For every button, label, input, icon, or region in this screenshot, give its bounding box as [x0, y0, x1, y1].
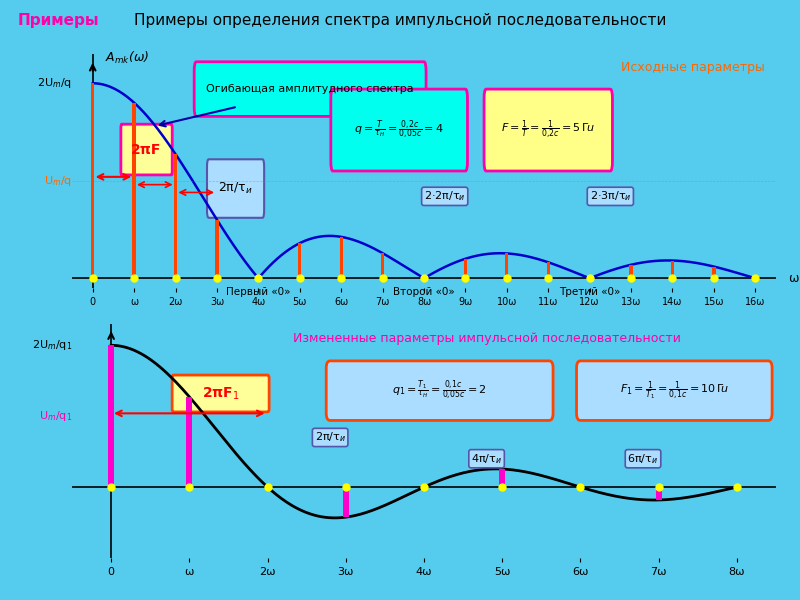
FancyBboxPatch shape	[326, 361, 553, 421]
FancyBboxPatch shape	[331, 89, 467, 171]
Text: $q = \frac{T}{\tau_H} = \frac{0{,}2c}{0{,}05c} = 4$: $q = \frac{T}{\tau_H} = \frac{0{,}2c}{0{…	[354, 118, 444, 142]
Text: Третий «0»: Третий «0»	[559, 287, 620, 297]
Bar	[630, 265, 633, 278]
Text: Первый «0»: Первый «0»	[226, 287, 290, 297]
Text: Второй «0»: Второй «0»	[393, 287, 455, 297]
Text: Измененные параметры импульсной последовательности: Измененные параметры импульсной последов…	[293, 332, 681, 344]
FancyBboxPatch shape	[194, 62, 426, 116]
Text: 2U$_m$/q: 2U$_m$/q	[37, 76, 72, 90]
Bar	[298, 243, 302, 278]
Bar	[91, 83, 94, 278]
Text: Огибающая амплитудного спектра: Огибающая амплитудного спектра	[206, 84, 414, 94]
Bar	[174, 154, 177, 278]
Text: $F_1 = \frac{1}{T_1} = \frac{1}{0{,}1c} = 10\,\Gamma\!u$: $F_1 = \frac{1}{T_1} = \frac{1}{0{,}1c} …	[620, 379, 729, 402]
Text: U$_m$/q: U$_m$/q	[44, 174, 72, 188]
Text: Исходные параметры: Исходные параметры	[622, 61, 765, 74]
Bar	[499, 469, 506, 487]
Bar	[339, 237, 343, 278]
Text: $A_{mk}$(ω): $A_{mk}$(ω)	[105, 50, 150, 66]
FancyBboxPatch shape	[207, 159, 264, 218]
Text: 2π/τ$_{и}$: 2π/τ$_{и}$	[218, 181, 253, 196]
Bar	[505, 253, 509, 278]
Bar	[342, 487, 349, 517]
Text: Примеры определения спектра импульсной последовательности: Примеры определения спектра импульсной п…	[134, 13, 666, 28]
Text: 2πF$_1$: 2πF$_1$	[202, 385, 239, 401]
Bar	[108, 345, 114, 487]
FancyBboxPatch shape	[121, 124, 172, 175]
Bar	[546, 262, 550, 278]
Text: 2πF: 2πF	[131, 143, 162, 157]
Text: U$_m$/q$_1$: U$_m$/q$_1$	[38, 409, 72, 423]
Text: $q_1 = \frac{T_1}{\tau_H} = \frac{0{,}1c}{0{,}05c} = 2$: $q_1 = \frac{T_1}{\tau_H} = \frac{0{,}1c…	[392, 379, 487, 403]
Text: 2·3π/τ$_{и}$: 2·3π/τ$_{и}$	[590, 190, 631, 203]
FancyBboxPatch shape	[172, 375, 269, 412]
FancyBboxPatch shape	[484, 89, 613, 171]
Text: Примеры: Примеры	[18, 13, 99, 28]
Text: 2U$_m$/q$_1$: 2U$_m$/q$_1$	[32, 338, 72, 352]
Bar	[712, 266, 715, 278]
Bar	[671, 260, 674, 278]
Bar	[186, 397, 193, 487]
Text: ω: ω	[789, 272, 799, 285]
Bar	[215, 220, 218, 278]
Bar	[464, 259, 467, 278]
Bar	[381, 253, 384, 278]
FancyBboxPatch shape	[577, 361, 772, 421]
Text: 6π/τ$_{и}$: 6π/τ$_{и}$	[627, 452, 658, 466]
Text: $F = \frac{1}{T} = \frac{1}{0{,}2c} = 5\,\Gamma\!u$: $F = \frac{1}{T} = \frac{1}{0{,}2c} = 5\…	[502, 119, 595, 142]
Bar	[655, 487, 662, 500]
Text: 4π/τ$_{и}$: 4π/τ$_{и}$	[471, 452, 502, 466]
Bar	[133, 103, 136, 278]
Text: 2·2π/τ$_{и}$: 2·2π/τ$_{и}$	[424, 190, 466, 203]
Text: 2π/τ$_{и}$: 2π/τ$_{и}$	[314, 431, 346, 445]
